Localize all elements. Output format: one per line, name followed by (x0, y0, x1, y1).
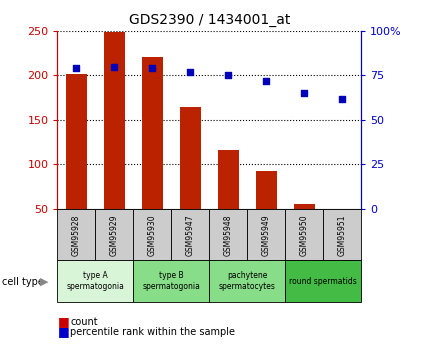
Text: count: count (70, 317, 98, 326)
Bar (66, 74, 87, 209)
Text: GSM95947: GSM95947 (186, 214, 195, 256)
Bar (285, 260, 361, 302)
Bar (133, 260, 209, 302)
Bar (323, 209, 361, 260)
Text: GSM95948: GSM95948 (224, 214, 233, 256)
Text: GSM95950: GSM95950 (300, 214, 309, 256)
Bar (209, 209, 247, 260)
Text: GSM95949: GSM95949 (262, 214, 271, 256)
Text: GSM95929: GSM95929 (110, 214, 119, 256)
Text: GSM95930: GSM95930 (148, 214, 157, 256)
Point (301, 90, 308, 96)
Point (149, 66, 156, 71)
Bar (180, 107, 201, 209)
Bar (171, 209, 209, 260)
Point (73, 66, 80, 71)
Bar (294, 204, 315, 209)
Bar (285, 209, 323, 260)
Point (339, 96, 346, 101)
Point (263, 78, 270, 83)
Text: type B
spermatogonia: type B spermatogonia (142, 272, 200, 291)
Bar (218, 150, 239, 209)
Text: pachytene
spermatocytes: pachytene spermatocytes (219, 272, 276, 291)
Text: ■: ■ (57, 315, 69, 328)
Bar (209, 260, 285, 302)
Bar (256, 171, 277, 209)
Text: percentile rank within the sample: percentile rank within the sample (70, 327, 235, 337)
Bar (142, 57, 163, 209)
Bar (57, 209, 95, 260)
Text: ■: ■ (57, 325, 69, 338)
Text: GSM95951: GSM95951 (338, 214, 347, 256)
Point (111, 64, 118, 69)
Text: type A
spermatogonia: type A spermatogonia (66, 272, 124, 291)
Text: round spermatids: round spermatids (289, 277, 357, 286)
Bar (247, 209, 285, 260)
Bar (57, 260, 133, 302)
Text: GSM95928: GSM95928 (72, 214, 81, 256)
Title: GDS2390 / 1434001_at: GDS2390 / 1434001_at (129, 13, 290, 27)
Text: ▶: ▶ (40, 277, 49, 287)
Point (187, 69, 194, 75)
Bar (133, 209, 171, 260)
Point (225, 73, 232, 78)
Text: cell type: cell type (2, 277, 44, 287)
Bar (95, 209, 133, 260)
Bar (104, 32, 125, 209)
